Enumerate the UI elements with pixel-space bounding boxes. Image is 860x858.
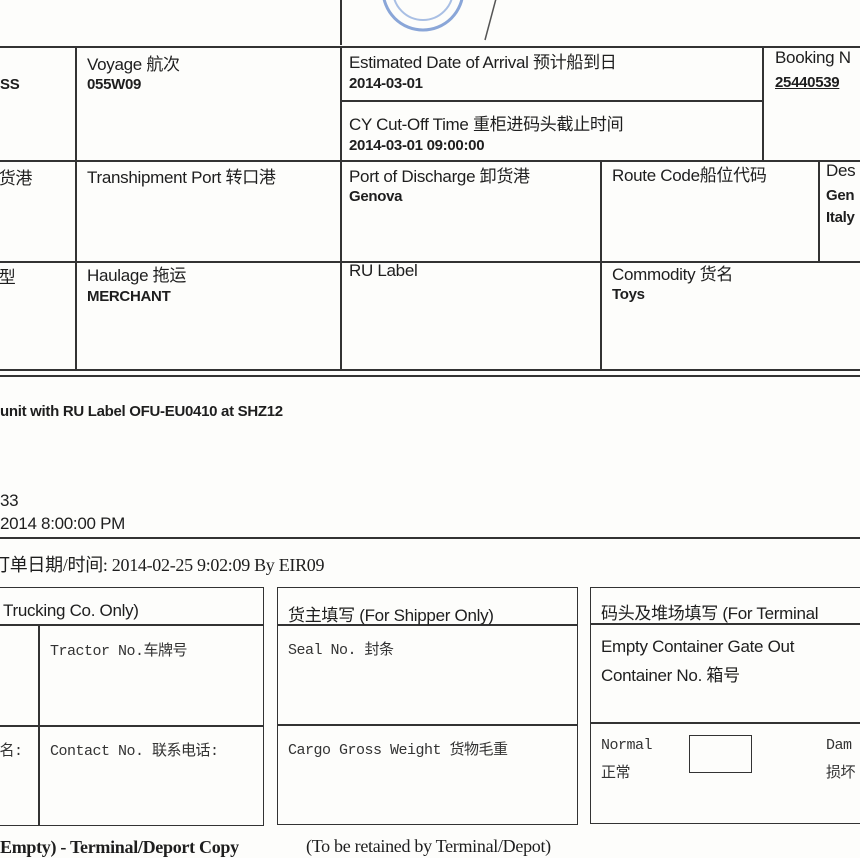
divider: [75, 46, 77, 370]
gate-out-label: Empty Container Gate Out: [601, 637, 795, 656]
shipper-header: 货主填写 (For Shipper Only): [288, 606, 494, 625]
loading-port-label: 装货港: [0, 169, 33, 188]
divider: [0, 46, 860, 48]
booking-value: 25440539: [775, 74, 840, 91]
print-datetime: 打单日期/时间: 2014-02-25 9:02:09 By EIR09: [0, 555, 325, 575]
divider: [0, 369, 860, 371]
divider: [340, 0, 342, 45]
instruction-text: unit with RU Label OFU-EU0410 at SHZ12: [0, 403, 283, 420]
destination-value: Gen: [826, 187, 855, 204]
haulage-label: Haulage 拖运: [87, 266, 187, 285]
divider: [277, 724, 577, 726]
divider: [277, 624, 577, 626]
tractor-label: Tractor No.车牌号: [50, 643, 188, 660]
eta-value: 2014-03-01: [349, 75, 423, 92]
cutoff-label: CY Cut-Off Time 重柜进码头截止时间: [349, 115, 624, 134]
cutoff-value: 2014-03-01 09:00:00: [349, 137, 485, 154]
voyage-label: Voyage 航次: [87, 55, 180, 74]
terminal-header: 码头及堆场填写 (For Terminal: [601, 604, 819, 623]
divider: [38, 625, 40, 825]
haulage-value: MERCHANT: [87, 288, 171, 305]
divider: [0, 261, 860, 263]
weight-label: Cargo Gross Weight 货物毛重: [288, 742, 508, 759]
trucking-section: [0, 587, 264, 826]
transhipment-label: Transhipment Port 转口港: [87, 168, 276, 187]
normal-cn-label: 正常: [601, 765, 631, 782]
divider: [340, 46, 342, 370]
trucking-header: Trucking Co. Only): [3, 601, 139, 620]
driver-name-label: 姓名:: [0, 743, 23, 760]
divider: [0, 624, 263, 626]
vessel-value: SS: [0, 76, 20, 93]
copy-note: (To be retained by Terminal/Depot): [306, 836, 551, 856]
shipper-section: [277, 587, 578, 825]
type-label: 类型: [0, 268, 16, 287]
discharge-label: Port of Discharge 卸货港: [349, 167, 530, 186]
container-no-label: Container No. 箱号: [601, 666, 740, 685]
normal-checkbox[interactable]: [689, 735, 752, 773]
divider: [590, 623, 860, 625]
route-code-label: Route Code船位代码: [612, 166, 767, 185]
ru-label-label: RU Label: [349, 261, 418, 280]
eta-label: Estimated Date of Arrival 预计船到日: [349, 53, 617, 72]
divider: [818, 160, 820, 261]
damaged-label: Dam: [826, 737, 852, 754]
terminal-section: [590, 587, 860, 824]
divider: [600, 160, 602, 370]
divider: [0, 160, 860, 162]
normal-label: Normal: [601, 737, 653, 754]
copy-title: Empty) - Terminal/Deport Copy: [0, 837, 239, 857]
divider: [590, 722, 860, 724]
commodity-label: Commodity 货名: [612, 265, 734, 284]
divider: [340, 100, 762, 102]
contact-label: Contact No. 联系电话:: [50, 743, 219, 760]
booking-label: Booking N: [775, 48, 851, 67]
reference-datetime: 2014 8:00:00 PM: [0, 514, 125, 533]
destination-country: Italy: [826, 209, 855, 226]
company-stamp-icon: [382, 0, 497, 41]
divider: [762, 46, 764, 160]
destination-label: Des: [826, 161, 856, 180]
discharge-value: Genova: [349, 188, 403, 205]
divider: [0, 375, 860, 377]
divider: [0, 537, 860, 539]
seal-label: Seal No. 封条: [288, 642, 394, 659]
damaged-cn-label: 损坏: [826, 765, 856, 782]
reference-number: 33: [0, 491, 19, 510]
divider: [0, 725, 263, 727]
signature-stroke: [484, 0, 497, 41]
voyage-value: 055W09: [87, 76, 142, 93]
commodity-value: Toys: [612, 286, 645, 303]
